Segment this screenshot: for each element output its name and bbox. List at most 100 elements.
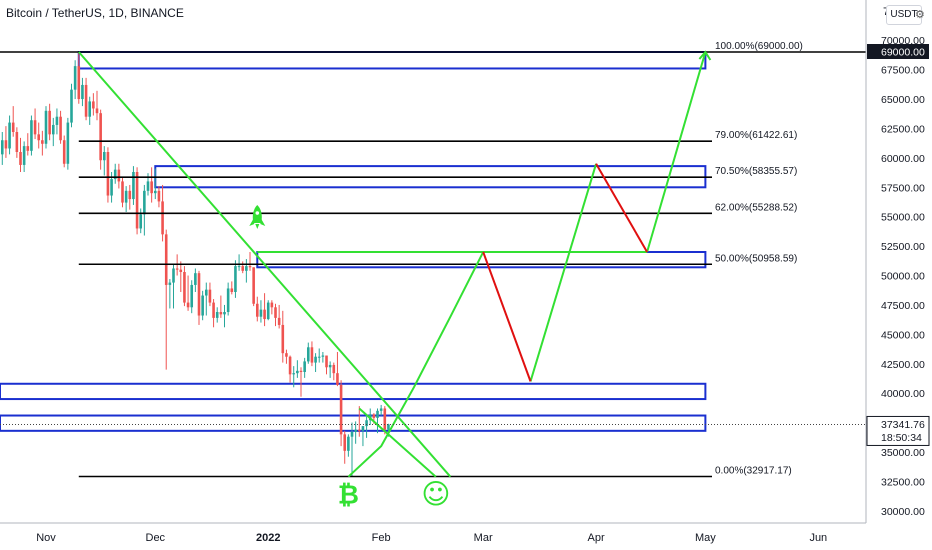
candle-body	[146, 181, 150, 191]
gear-icon[interactable]: ⚙	[915, 8, 925, 21]
candle-body	[33, 120, 37, 135]
candle-body	[143, 190, 146, 215]
candle	[317, 348, 321, 363]
candle-body	[139, 214, 143, 229]
y-tick-label: 60000.00	[881, 153, 925, 165]
candle	[150, 167, 153, 203]
y-tick-label: 40000.00	[881, 388, 925, 400]
candle-body	[0, 140, 4, 155]
candle-body	[8, 122, 11, 149]
candle	[288, 355, 292, 383]
candle	[95, 90, 99, 121]
candle	[204, 282, 208, 316]
candle-body	[99, 113, 102, 161]
candle-body	[245, 266, 248, 271]
candle	[4, 126, 8, 158]
candle-body	[266, 302, 270, 320]
candle-body	[4, 140, 8, 149]
candle-body	[376, 410, 379, 418]
candle-body	[41, 140, 44, 144]
candle-body	[179, 269, 183, 272]
candle-body	[285, 353, 288, 357]
candle	[128, 184, 132, 210]
candle-body	[73, 66, 77, 90]
candle-body	[237, 266, 241, 268]
candle	[194, 268, 197, 292]
y-tick-label: 50000.00	[881, 271, 925, 283]
candle	[270, 300, 274, 315]
candle	[361, 426, 365, 447]
candle-body	[51, 124, 55, 135]
candle-body	[157, 190, 161, 202]
y-tick-label: 32500.00	[881, 476, 925, 488]
price-tag-label: 69000.00	[881, 47, 925, 59]
candle-body	[106, 151, 110, 196]
projection-red	[482, 251, 532, 382]
y-tick-label: 57500.00	[881, 182, 925, 194]
price-tag-countdown: 18:50:34	[881, 432, 922, 444]
candle-body	[277, 317, 281, 325]
candle-body	[347, 436, 350, 451]
candle	[30, 115, 33, 156]
candle-body	[110, 179, 113, 196]
candle	[55, 108, 59, 135]
candle	[84, 77, 88, 121]
candle-body	[168, 282, 172, 285]
candle-body	[11, 122, 15, 132]
y-tick-label: 45000.00	[881, 329, 925, 341]
candle-body	[161, 201, 164, 235]
candle	[135, 167, 139, 235]
projection-green	[529, 163, 598, 382]
candle	[332, 362, 336, 381]
candle	[354, 421, 357, 444]
x-tick-label: Dec	[146, 532, 166, 544]
candle-body	[296, 370, 299, 374]
x-tick-label: Jun	[809, 532, 827, 544]
candle-body	[62, 140, 66, 164]
candle	[343, 430, 347, 464]
candle	[99, 109, 102, 170]
candle	[350, 422, 354, 477]
candle	[263, 293, 266, 327]
fib-retracement[interactable]: 100.00%(69000.00) 79.00%(61422.61) 70.50%(…	[0, 41, 866, 478]
candle	[143, 184, 146, 236]
candle	[259, 300, 263, 323]
candle	[281, 310, 285, 363]
candle	[237, 254, 241, 271]
plot-area[interactable]: 100.00%(69000.00) 79.00%(61422.61) 70.50%(…	[0, 41, 866, 511]
candle	[321, 351, 325, 363]
zone-box	[0, 382, 707, 401]
candle-body	[212, 302, 215, 318]
candle	[296, 360, 299, 378]
candle	[179, 261, 183, 292]
candle-body	[383, 408, 387, 430]
candle-body	[226, 288, 230, 312]
y-tick-label: 42500.00	[881, 359, 925, 371]
candle	[310, 341, 314, 367]
candle	[102, 146, 106, 176]
candle	[62, 135, 66, 168]
candle-body	[70, 89, 73, 123]
candle	[277, 304, 281, 329]
candle	[266, 300, 270, 321]
candle	[314, 353, 317, 372]
candle-body	[37, 134, 41, 141]
candle-body	[183, 271, 186, 303]
rocket-icon	[249, 205, 266, 230]
candle	[51, 117, 55, 147]
candle	[230, 281, 234, 295]
candle	[121, 176, 124, 208]
candle-body	[88, 101, 92, 117]
candle-body	[15, 131, 19, 152]
candle-body	[328, 364, 332, 368]
candle	[113, 163, 117, 184]
currency-button[interactable]: USDT	[886, 5, 922, 25]
candle-body	[66, 122, 70, 164]
candle-body	[172, 268, 175, 283]
candle	[48, 103, 51, 141]
x-tick-label: Feb	[372, 532, 391, 544]
fib-level-label: 62.00%(55288.52)	[715, 202, 797, 213]
candle-body	[190, 284, 194, 308]
candle	[328, 361, 332, 378]
